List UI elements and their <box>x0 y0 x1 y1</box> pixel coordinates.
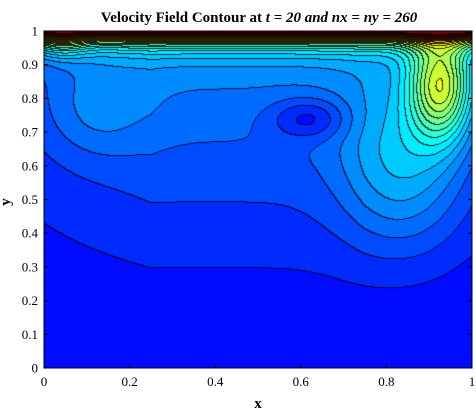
y-tick-label: 0.5 <box>22 192 38 207</box>
x-axis-label: x <box>254 396 262 412</box>
x-tick-label: 0.8 <box>378 374 394 389</box>
y-tick-label: 0.1 <box>22 327 38 342</box>
title-prefix: Velocity Field Contour at <box>101 10 266 26</box>
title-t-value: = 20 <box>270 10 305 26</box>
y-tick-label: 0.2 <box>22 293 38 308</box>
chart-title: Velocity Field Contour at t = 20 and nx … <box>101 10 418 26</box>
y-tick-label: 0.8 <box>22 91 38 106</box>
y-axis-ticks: 0 0.1 0.2 0.3 0.4 0.5 0.6 0.7 0.8 0.9 1 <box>22 24 472 376</box>
y-tick-label: 0 <box>32 361 39 376</box>
x-tick-label: 0.2 <box>121 374 137 389</box>
title-t-var: t <box>266 10 271 26</box>
x-tick-label: 0.6 <box>293 374 310 389</box>
x-tick-label: 1 <box>469 374 476 389</box>
y-tick-label: 1 <box>32 24 39 39</box>
y-tick-label: 0.3 <box>22 259 38 274</box>
y-tick-label: 0.4 <box>22 226 39 241</box>
y-axis-label: y <box>0 198 14 206</box>
x-tick-label: 0 <box>41 374 48 389</box>
y-tick-label: 0.7 <box>22 125 39 140</box>
x-tick-label: 0.4 <box>207 374 224 389</box>
title-rest: and nx = ny = 260 <box>305 10 418 26</box>
y-tick-label: 0.9 <box>22 57 38 72</box>
x-axis-ticks: 0 0.2 0.4 0.6 0.8 1 <box>41 31 476 389</box>
contour-field <box>44 31 472 368</box>
y-tick-label: 0.6 <box>22 158 39 173</box>
